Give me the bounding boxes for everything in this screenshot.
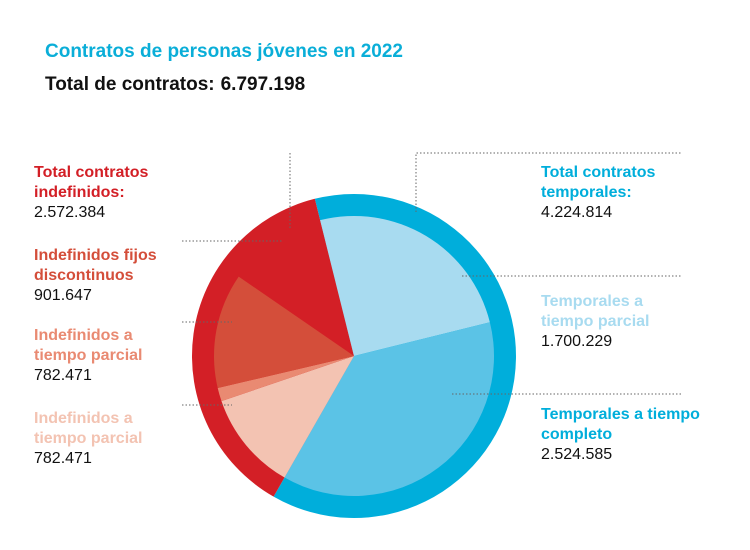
label-indefinidos-parcial-b: Indefinidos a tiempo parcial 782.471 xyxy=(34,409,184,469)
label-temporales-parcial: Temporales a tiempo parcial 1.700.229 xyxy=(541,292,691,352)
label-indefinidos-parcial-a-name: Indefinidos a tiempo parcial xyxy=(34,327,143,364)
label-temporales-completo-name: Temporales a tiempo completo xyxy=(541,406,700,443)
label-temporales-parcial-value: 1.700.229 xyxy=(541,333,613,350)
slice-indefinidos-parcial xyxy=(217,356,354,402)
label-indefinidos-parcial-b-value: 782.471 xyxy=(34,450,92,467)
total-label: Total de contratos: xyxy=(45,74,215,95)
label-indefinidos-total: Total contratos indefinidos: 2.572.384 xyxy=(34,163,234,223)
label-temporales-total: Total contratos temporales: 4.224.814 xyxy=(541,163,721,223)
slice-fijos-discontinuos xyxy=(214,276,354,388)
chart-title: Contratos de personas jóvenes en 2022 xyxy=(45,41,403,62)
label-temporales-completo-value: 2.524.585 xyxy=(541,446,613,463)
label-indefinidos-parcial-a: Indefinidos a tiempo parcial 782.471 xyxy=(34,326,184,386)
label-temporales-total-value: 4.224.814 xyxy=(541,204,613,221)
label-indefinidos-parcial-a-value: 782.471 xyxy=(34,367,92,384)
label-temporales-completo: Temporales a tiempo completo 2.524.585 xyxy=(541,405,711,465)
slice-indefinidos-parcial-light xyxy=(221,356,354,478)
label-indefinidos-total-value: 2.572.384 xyxy=(34,204,106,221)
label-temporales-total-name: Total contratos temporales: xyxy=(541,164,656,201)
total-contracts: Total de contratos: 6.797.198 xyxy=(45,74,305,96)
total-value: 6.797.198 xyxy=(220,74,306,95)
label-fijos-discontinuos: Indefinidos fijos discontinuos 901.647 xyxy=(34,246,184,306)
slice-temporales-parcial xyxy=(320,216,490,356)
slice-temporales-completo xyxy=(284,322,494,497)
label-fijos-discontinuos-value: 901.647 xyxy=(34,287,92,304)
label-indefinidos-total-name: Total contratos indefinidos: xyxy=(34,164,149,201)
label-temporales-parcial-name: Temporales a tiempo parcial xyxy=(541,293,650,330)
label-fijos-discontinuos-name: Indefinidos fijos discontinuos xyxy=(34,247,157,284)
label-indefinidos-parcial-b-name: Indefinidos a tiempo parcial xyxy=(34,410,143,447)
